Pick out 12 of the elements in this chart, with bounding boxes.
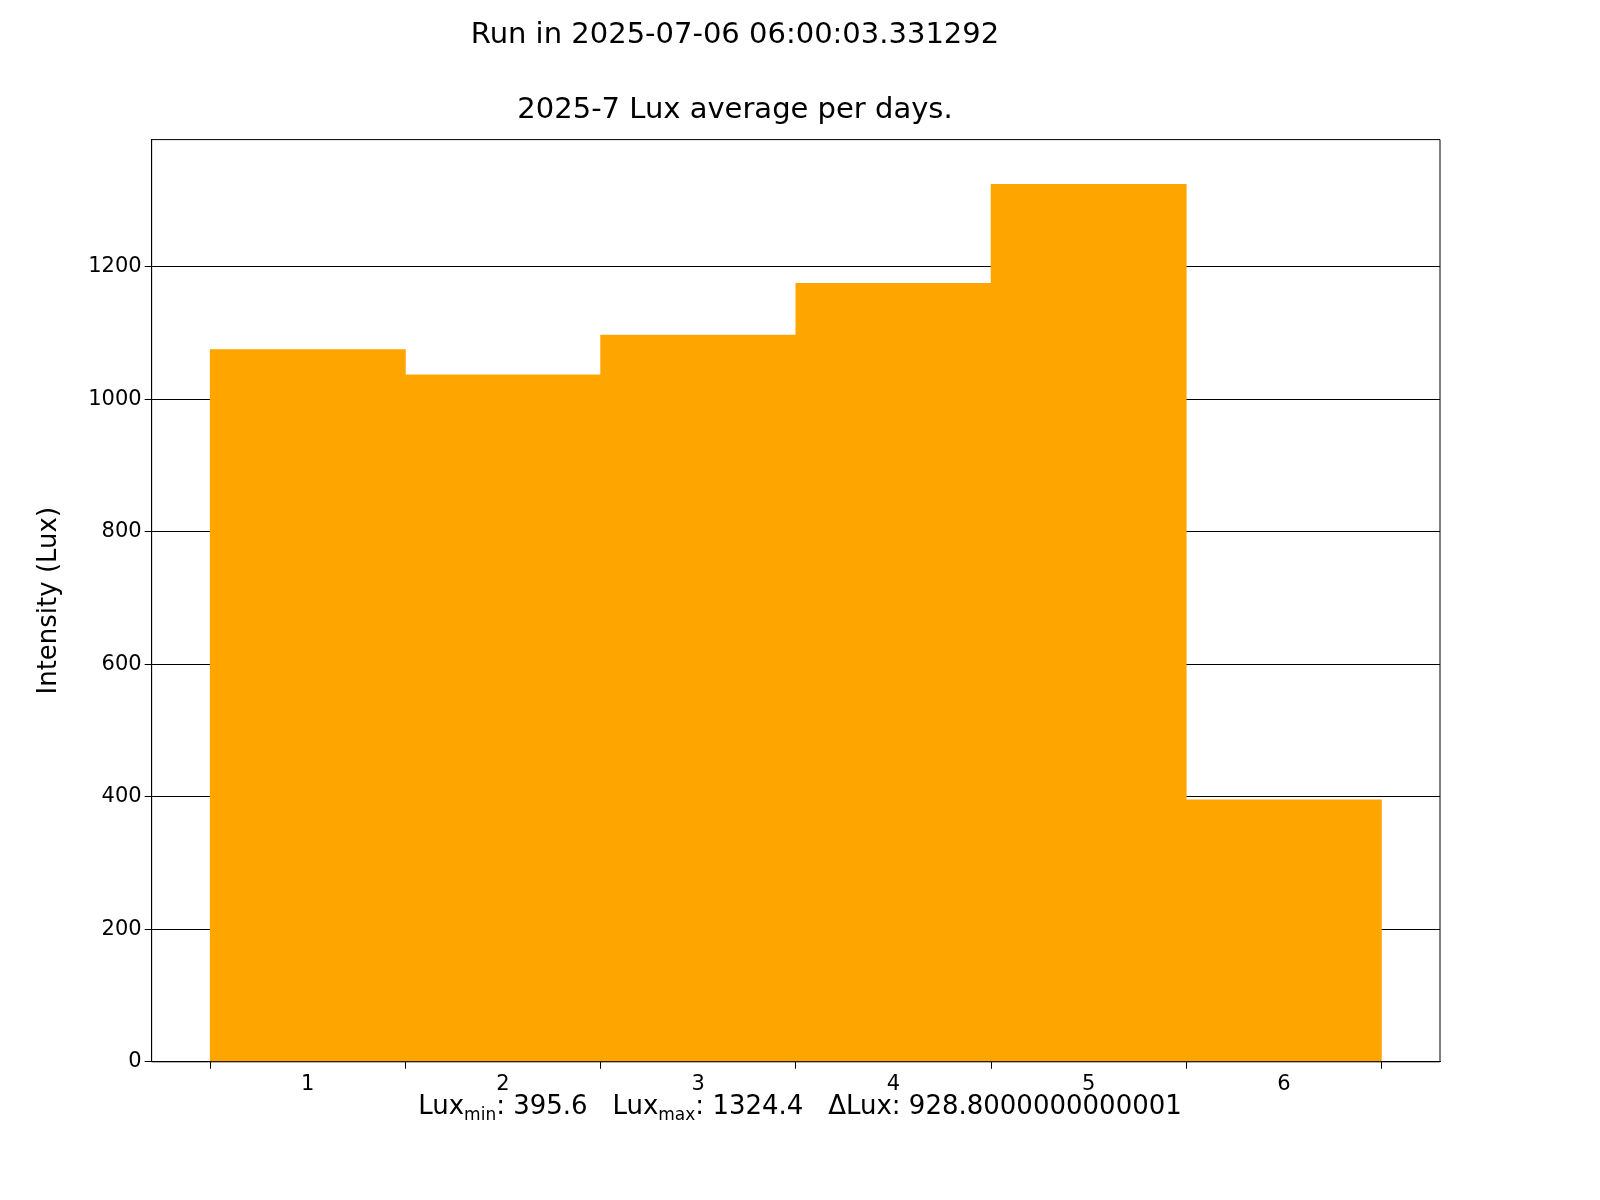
y-tick-label: 1200 [88,253,142,278]
chart-title: Run in 2025-07-06 06:00:03.331292 [470,15,1000,50]
x-tick-label: 6 [1277,1070,1291,1095]
chart-subtitle: 2025-7 Lux average per days. [517,90,953,125]
x-tick-label: 1 [301,1070,315,1095]
y-tick-label: 800 [101,518,142,543]
y-tick-label: 400 [101,783,142,808]
y-tick-label: 0 [128,1048,142,1073]
y-tick-label: 600 [101,650,142,675]
y-tick-label: 1000 [88,385,142,410]
y-tick-label: 200 [101,915,142,940]
y-axis-title: Intensity (Lux) [32,506,63,695]
